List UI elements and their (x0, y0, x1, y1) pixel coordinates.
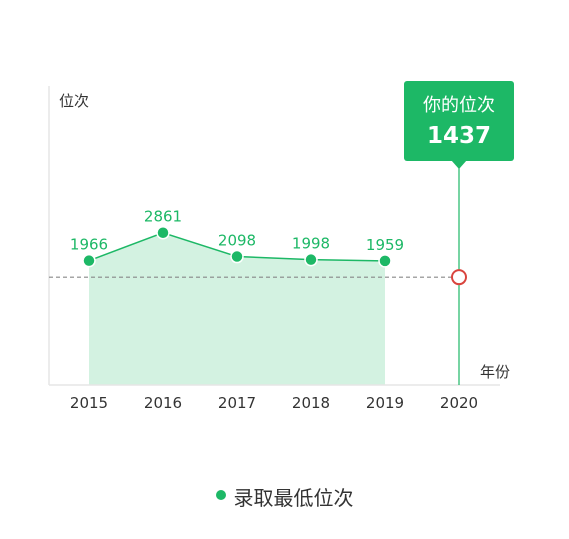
x-tick-label: 2015 (70, 394, 108, 412)
x-tick-label: 2018 (292, 394, 330, 412)
x-tick-label: 2016 (144, 394, 182, 412)
x-tick-label: 2019 (366, 394, 404, 412)
data-points (82, 225, 392, 268)
data-label: 1959 (366, 236, 404, 254)
data-label: 1966 (70, 236, 108, 254)
data-point (82, 253, 96, 268)
your-rank-tooltip: 你的位次 1437 (404, 81, 514, 169)
series-area (89, 232, 385, 385)
data-point (304, 252, 318, 267)
legend-dot-icon (215, 489, 226, 500)
legend-label: 录取最低位次 (233, 486, 354, 510)
data-point (156, 225, 170, 240)
legend[interactable]: 录取最低位次 (0, 482, 569, 511)
data-label: 1998 (292, 235, 330, 253)
data-point (378, 254, 392, 268)
data-label: 2098 (218, 232, 256, 250)
data-labels: 1966 2861 2098 1998 1959 (70, 208, 404, 254)
tooltip-value: 1437 (427, 123, 491, 149)
x-axis-label: 年份 (480, 363, 510, 381)
data-point (230, 249, 244, 264)
tooltip-box (404, 81, 514, 161)
x-tick-labels: 2015 2016 2017 2018 2019 2020 (70, 394, 478, 412)
tooltip-label: 你的位次 (423, 95, 495, 116)
data-label: 2861 (144, 208, 182, 226)
area-layer (89, 232, 385, 385)
tooltip-arrow (451, 160, 467, 169)
your-rank-marker[interactable] (451, 269, 467, 286)
y-axis-label: 位次 (59, 92, 89, 110)
x-tick-label: 2017 (218, 394, 256, 412)
x-tick-label: 2020 (440, 394, 478, 412)
